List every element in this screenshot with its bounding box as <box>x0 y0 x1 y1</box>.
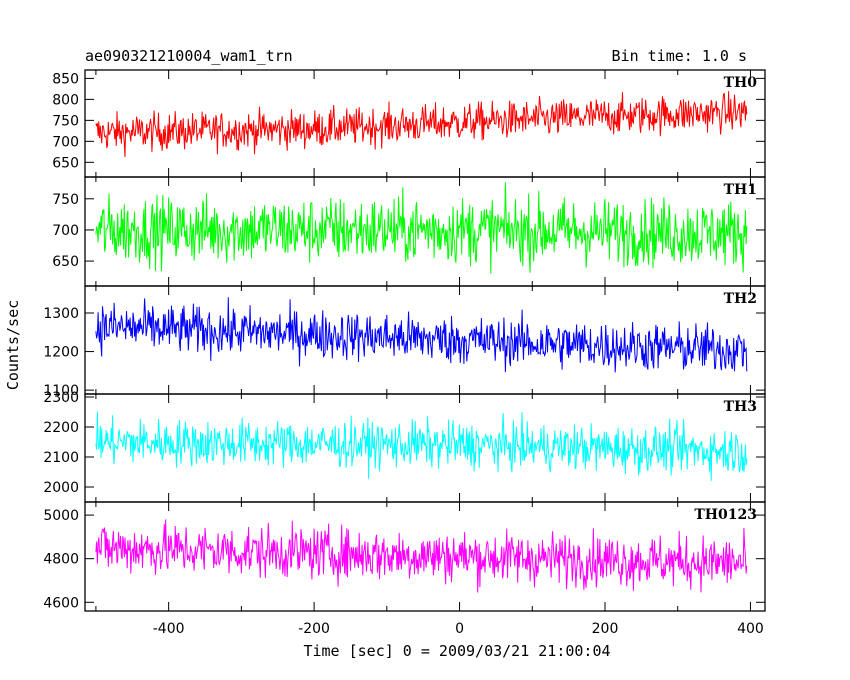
y-tick-label: 800 <box>52 92 79 108</box>
y-tick-label: 1300 <box>43 306 79 322</box>
panel-label-th2: TH2 <box>724 291 757 307</box>
chart-title-right: Bin time: 1.0 s <box>612 47 747 65</box>
x-tick-label: -200 <box>298 621 330 637</box>
y-tick-label: 5000 <box>43 508 79 524</box>
series-line-th0 <box>95 91 748 158</box>
y-tick-label: 700 <box>52 134 79 150</box>
y-tick-label: 650 <box>52 155 79 171</box>
panel-frame-th0123 <box>84 501 766 612</box>
panel-frame-th2 <box>84 285 766 395</box>
y-axis-label: Counts/sec <box>4 300 22 390</box>
series-line-th3 <box>95 411 748 481</box>
panel-label-th1: TH1 <box>724 182 757 198</box>
y-tick-label: 700 <box>52 223 79 239</box>
y-tick-label: 2300 <box>43 390 79 406</box>
series-line-th2 <box>95 297 748 373</box>
x-tick-label: 200 <box>592 621 619 637</box>
panel-label-th0: TH0 <box>724 75 758 91</box>
y-tick-label: 750 <box>52 113 79 129</box>
panel-label-th0123: TH0123 <box>694 507 757 523</box>
y-tick-label: 2000 <box>43 480 79 496</box>
x-axis-label: Time [sec] 0 = 2009/03/21 21:00:04 <box>303 642 610 660</box>
y-tick-label: 1200 <box>43 345 79 361</box>
y-tick-label: 2200 <box>43 420 79 436</box>
panels-group: 650 700 750 800 850 TH0 650 700 750 TH1 1100 1200 13… <box>43 69 766 637</box>
chart-title-left: ae090321210004_wam1_trn <box>85 47 293 65</box>
y-tick-label: 4800 <box>43 552 79 568</box>
x-tick-label: -400 <box>153 621 185 637</box>
y-tick-label: 4600 <box>43 595 79 611</box>
x-tick-label: 0 <box>455 621 464 637</box>
y-tick-label: 750 <box>52 192 79 208</box>
y-tick-label: 850 <box>52 71 79 87</box>
y-tick-label: 2100 <box>43 450 79 466</box>
panel-label-th3: TH3 <box>724 399 757 415</box>
y-tick-label: 1100 <box>43 383 79 399</box>
series-line-th0123 <box>95 519 748 593</box>
y-tick-label: 650 <box>52 254 79 270</box>
series-line-th1 <box>95 182 748 274</box>
x-tick-label: 400 <box>737 621 764 637</box>
